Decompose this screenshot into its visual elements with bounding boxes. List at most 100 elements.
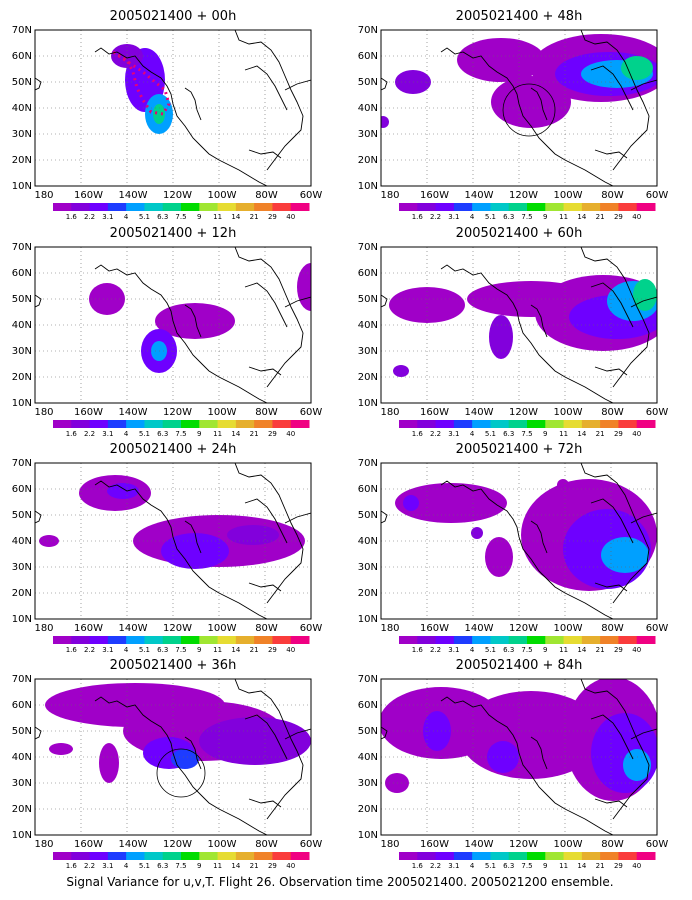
colorbar-label: 1.6 — [412, 862, 424, 870]
lat-tick-label: 40N — [12, 536, 32, 547]
colorbar-swatch — [126, 636, 145, 644]
lon-tick-label: 80W — [601, 623, 624, 634]
lat-tick-label: 10N — [358, 398, 378, 409]
lat-tick-label: 50N — [12, 510, 32, 521]
colorbar-label: 40 — [632, 430, 641, 438]
panel-title: 2005021400 + 36h — [110, 658, 237, 673]
lat-tick-label: 70N — [358, 674, 378, 685]
map-frame — [380, 678, 658, 836]
colorbar-swatch — [107, 852, 127, 860]
lon-tick-label: 160W — [74, 839, 103, 850]
colorbar-swatch — [435, 636, 455, 644]
colorbar-label: 3.1 — [448, 862, 459, 870]
map-frame — [380, 246, 658, 404]
lat-tick-label: 50N — [12, 726, 32, 737]
colorbar-swatch — [254, 636, 273, 644]
lat-tick-label: 40N — [12, 752, 32, 763]
colorbar-label: 3.1 — [102, 213, 113, 221]
colorbar-swatch — [618, 852, 638, 860]
colorbar-swatch — [71, 203, 91, 211]
target-circle — [156, 748, 206, 798]
colorbar-label: 4 — [124, 862, 129, 870]
colorbar-label: 11 — [213, 430, 222, 438]
colorbar-label: 40 — [632, 213, 641, 221]
lat-tick-label: 20N — [12, 372, 32, 383]
lon-tick-label: 120W — [163, 623, 192, 634]
colorbar-swatch — [144, 852, 164, 860]
colorbar-label: 11 — [559, 430, 568, 438]
lon-tick-label: 160W — [74, 190, 103, 201]
colorbar-swatch — [235, 203, 255, 211]
colorbar-swatch — [490, 852, 510, 860]
colorbar-swatch — [581, 852, 601, 860]
lon-tick-label: 140W — [465, 190, 494, 201]
colorbar-label: 3.1 — [448, 646, 459, 654]
lat-tick-label: 20N — [358, 588, 378, 599]
lat-tick-label: 70N — [358, 458, 378, 469]
colorbar-label: 14 — [577, 430, 586, 438]
colorbar-swatch — [254, 852, 273, 860]
lat-tick-label: 40N — [358, 320, 378, 331]
colorbar-label: 40 — [632, 862, 641, 870]
colorbar-swatch — [290, 636, 310, 644]
lat-tick-label: 20N — [12, 804, 32, 815]
variance-contour — [487, 741, 519, 773]
colorbar-swatch — [435, 852, 455, 860]
lon-tick-label: 60W — [646, 407, 669, 418]
colorbar-swatch — [636, 852, 656, 860]
lat-tick-label: 60N — [12, 484, 32, 495]
lon-tick-label: 160W — [420, 407, 449, 418]
colorbar-swatch — [107, 636, 127, 644]
lat-tick-label: 30N — [12, 346, 32, 357]
lon-tick-label: 140W — [119, 839, 148, 850]
lat-tick-label: 20N — [358, 372, 378, 383]
colorbar-label: 29 — [614, 646, 623, 654]
lon-tick-label: 140W — [465, 407, 494, 418]
colorbar-label: 3.1 — [102, 862, 113, 870]
colorbar-swatch — [89, 852, 109, 860]
lon-tick-label: 180 — [34, 190, 53, 201]
lat-tick-label: 10N — [12, 398, 32, 409]
colorbar-label: 4 — [124, 646, 129, 654]
lat-tick-label: 30N — [358, 346, 378, 357]
lon-tick-label: 180 — [380, 407, 399, 418]
lon-tick-label: 100W — [208, 190, 237, 201]
lat-tick-label: 60N — [358, 268, 378, 279]
lat-tick-label: 40N — [12, 103, 32, 114]
colorbar-swatch — [126, 852, 145, 860]
colorbar-label: 2.2 — [84, 430, 95, 438]
colorbar-label: 11 — [559, 213, 568, 221]
colorbar-swatch — [417, 420, 437, 428]
map-area — [381, 679, 657, 835]
colorbar-label: 9 — [197, 862, 201, 870]
colorbar-swatch — [53, 636, 72, 644]
coastline — [381, 30, 657, 186]
colorbar-label: 21 — [596, 213, 605, 221]
colorbar-swatch — [618, 636, 638, 644]
colorbar-swatch — [527, 636, 546, 644]
variance-contour — [389, 287, 465, 323]
lat-tick-label: 50N — [12, 77, 32, 88]
colorbar-label: 6.3 — [503, 862, 514, 870]
lon-tick-label: 80W — [601, 839, 624, 850]
colorbar-label: 9 — [543, 213, 547, 221]
lat-tick-label: 50N — [358, 77, 378, 88]
colorbar-label: 40 — [632, 646, 641, 654]
map-panel: 2005021400 + 24h 70N 60N 50N 40N 30N 20N 10N180… — [12, 442, 323, 654]
colorbar-swatch — [600, 636, 619, 644]
colorbar-swatch — [254, 203, 273, 211]
colorbar-swatch — [254, 420, 273, 428]
variance-contour — [557, 479, 569, 491]
colorbar-swatch — [71, 636, 91, 644]
colorbar-swatch — [618, 203, 638, 211]
colorbar-label: 7.5 — [521, 862, 532, 870]
colorbar-swatch — [144, 203, 164, 211]
lon-tick-label: 120W — [163, 190, 192, 201]
lat-tick-label: 30N — [358, 129, 378, 140]
colorbar-swatch — [417, 636, 437, 644]
colorbar-swatch — [581, 203, 601, 211]
colorbar-label: 2.2 — [430, 646, 441, 654]
lat-tick-label: 40N — [358, 752, 378, 763]
colorbar-swatch — [217, 420, 237, 428]
